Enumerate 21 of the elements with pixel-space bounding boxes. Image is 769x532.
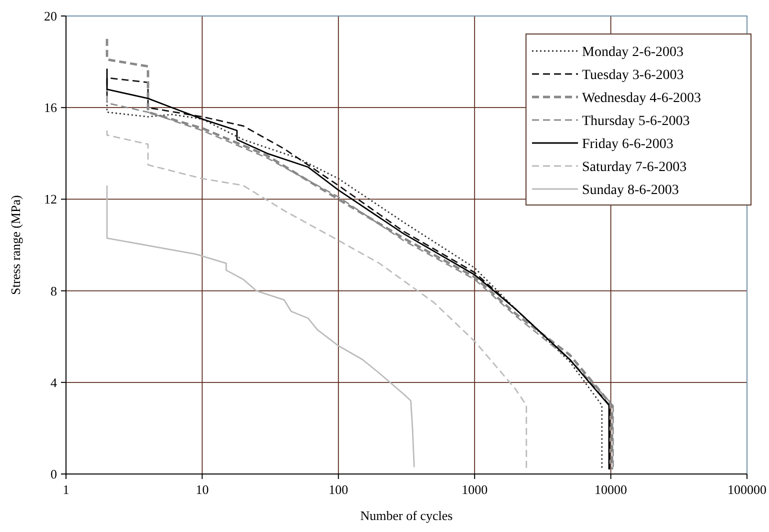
y-tick-label: 16 bbox=[44, 100, 58, 116]
x-tick-label: 10000 bbox=[594, 482, 628, 497]
x-tick-label: 10 bbox=[196, 482, 209, 497]
x-tick-label: 100 bbox=[328, 482, 348, 497]
y-axis-title: Stress range (MPa) bbox=[8, 195, 23, 295]
y-tick-label: 12 bbox=[44, 192, 57, 207]
x-tick-label: 1000 bbox=[462, 482, 488, 497]
legend-label: Friday 6-6-2003 bbox=[582, 137, 674, 152]
y-tick-label: 8 bbox=[50, 283, 57, 298]
legend-label: Tuesday 3-6-2003 bbox=[582, 68, 684, 83]
x-tick-label: 100000 bbox=[728, 482, 766, 497]
y-tick-label: 0 bbox=[50, 466, 57, 482]
legend-label: Monday 2-6-2003 bbox=[582, 45, 684, 60]
x-axis-title: Number of cycles bbox=[360, 508, 453, 523]
y-tick-label: 4 bbox=[50, 374, 58, 390]
legend-label: Thursday 5-6-2003 bbox=[582, 114, 690, 129]
legend-label: Saturday 7-6-2003 bbox=[582, 160, 687, 175]
legend-label: Wednesday 4-6-2003 bbox=[582, 91, 702, 106]
x-tick-label: 1 bbox=[62, 482, 70, 497]
y-tick-label: 20 bbox=[44, 8, 57, 24]
legend-label: Sunday 8-6-2003 bbox=[582, 183, 679, 198]
